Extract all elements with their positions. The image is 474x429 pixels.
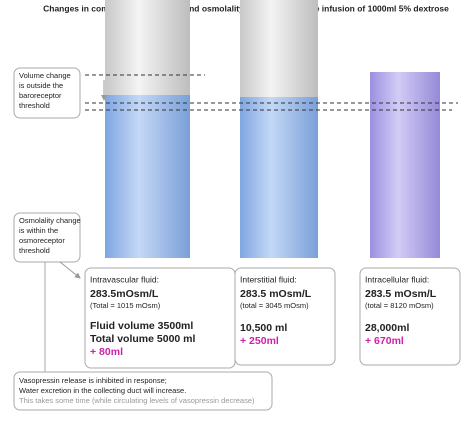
compartment-label: Interstitial fluid: <box>240 274 297 284</box>
cylinder-fluid <box>370 72 440 258</box>
volume-change: + 670ml <box>365 335 404 347</box>
callout-text: Volume change <box>19 71 71 80</box>
compartment-label: Intravascular fluid: <box>90 274 159 284</box>
total-osmoles: (total = 3045 mOsm) <box>240 301 309 310</box>
volume: Total volume 5000 ml <box>90 333 196 345</box>
footer-note: This takes some time (while circulating … <box>19 396 255 405</box>
callout-box <box>13 67 81 119</box>
footer-text: Vasopressin release is inhibited in resp… <box>19 376 167 385</box>
info-box <box>359 267 461 366</box>
footer-box <box>13 371 273 411</box>
cylinder-fluid <box>240 97 318 258</box>
info-box <box>234 267 336 366</box>
callout-text: baroreceptor <box>19 91 62 100</box>
osmolality: 283.5mOsm/L <box>90 288 159 300</box>
callout-text: threshold <box>19 101 50 110</box>
footer-text: Water excretion in the collecting duct w… <box>19 386 186 395</box>
volume-change: + 250ml <box>240 335 279 347</box>
callout-text: is outside the <box>19 81 63 90</box>
callout-box <box>13 212 81 263</box>
total-osmoles: (total = 8120 mOsm) <box>365 301 434 310</box>
volume-change: + 80ml <box>90 346 123 358</box>
connector <box>14 262 46 381</box>
osmolality: 283.5 mOsm/L <box>240 288 312 300</box>
volume: 10,500 ml <box>240 322 287 334</box>
callout-text: threshold <box>19 246 50 255</box>
volume: 28,000ml <box>365 322 409 334</box>
callout-text: is within the <box>19 226 58 235</box>
volume: Fluid volume 3500ml <box>90 320 193 332</box>
cylinder-fluid <box>105 95 190 258</box>
cylinder-empty <box>240 0 318 97</box>
cylinder-empty <box>105 0 190 95</box>
compartment-label: Intracellular fluid: <box>365 274 429 284</box>
osmolality: 283.5 mOsm/L <box>365 288 437 300</box>
callout-text: Osmolality change <box>19 216 81 225</box>
arrow <box>59 261 81 279</box>
callout-text: osmoreceptor <box>19 236 65 245</box>
total-osmoles: (Total = 1015 mOsm) <box>90 301 161 310</box>
